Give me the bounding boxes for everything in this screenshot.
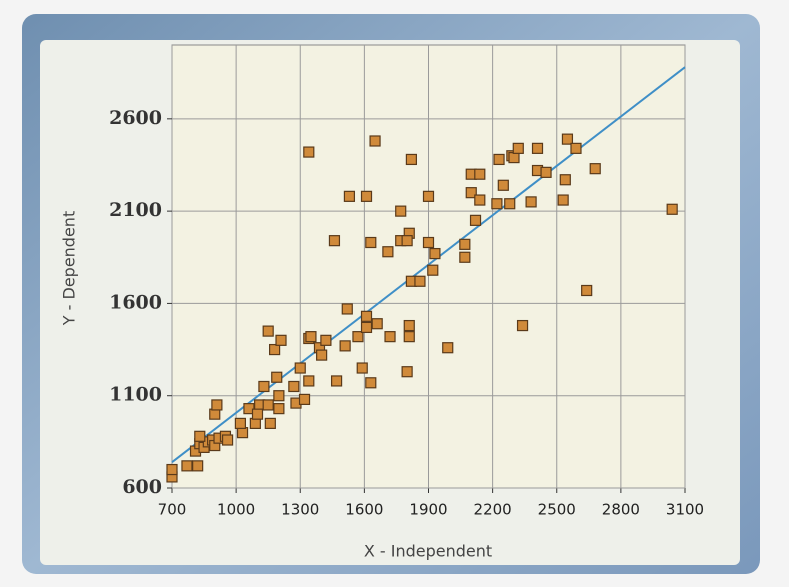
y-tick-label: 1600 <box>109 291 162 313</box>
point <box>360 190 373 202</box>
point <box>414 275 426 287</box>
point <box>194 430 206 442</box>
x-tick-label: 2800 <box>602 501 640 519</box>
point <box>427 264 439 276</box>
y-tick-label: 1100 <box>109 384 162 406</box>
point <box>666 203 678 215</box>
point <box>269 343 281 356</box>
point <box>236 427 249 439</box>
point <box>365 377 377 389</box>
y-tick-label: 2600 <box>109 107 162 129</box>
point <box>209 408 221 420</box>
point <box>422 236 435 249</box>
point <box>341 303 353 315</box>
point <box>429 247 441 260</box>
point <box>559 174 571 186</box>
point <box>403 319 415 332</box>
point <box>561 133 574 145</box>
point <box>465 187 477 199</box>
point <box>303 375 315 387</box>
point <box>273 390 285 402</box>
x-tick-label: 1300 <box>281 501 319 519</box>
point <box>356 362 368 374</box>
point <box>459 238 471 250</box>
point <box>262 399 274 411</box>
x-axis-label: X - Independent <box>364 542 492 561</box>
x-tick-label: 2500 <box>538 501 576 519</box>
point <box>360 321 373 334</box>
point <box>303 146 315 158</box>
point <box>516 319 529 332</box>
point <box>531 142 544 154</box>
point <box>557 194 569 206</box>
x-tick-label: 1000 <box>217 501 255 519</box>
x-tick-label: 3100 <box>666 501 704 519</box>
point <box>491 198 503 210</box>
point <box>275 334 287 346</box>
y-tick-label: 600 <box>122 476 162 498</box>
point <box>288 380 300 393</box>
point <box>166 463 178 476</box>
point <box>330 375 343 387</box>
point <box>474 194 486 206</box>
point <box>508 151 520 164</box>
point <box>525 196 537 208</box>
point <box>258 380 270 393</box>
point <box>234 417 246 429</box>
point <box>316 349 328 361</box>
x-tick-label: 1900 <box>409 501 447 519</box>
point <box>181 460 193 472</box>
point <box>504 198 516 210</box>
point <box>422 190 435 202</box>
point <box>294 362 306 374</box>
point <box>384 331 396 343</box>
point <box>211 399 223 411</box>
point <box>271 371 283 383</box>
point <box>249 417 261 429</box>
x-tick-label: 2200 <box>474 501 512 519</box>
point <box>371 318 383 330</box>
point <box>540 166 552 178</box>
point <box>320 334 332 346</box>
x-tick-label: 700 <box>158 501 187 519</box>
point <box>328 235 341 247</box>
point <box>512 142 524 154</box>
point <box>264 417 276 429</box>
point <box>273 403 285 415</box>
point <box>298 393 311 405</box>
point <box>401 366 413 378</box>
point <box>469 214 482 226</box>
point <box>339 340 351 352</box>
point <box>343 190 356 202</box>
point <box>403 331 415 343</box>
point <box>459 251 471 263</box>
point <box>581 284 593 297</box>
point <box>305 331 317 343</box>
point <box>352 331 364 343</box>
point <box>192 460 204 472</box>
point <box>251 408 264 420</box>
point <box>369 135 381 147</box>
point <box>395 205 407 217</box>
point <box>405 153 417 166</box>
point <box>570 142 582 154</box>
point <box>365 236 377 249</box>
point <box>401 235 413 247</box>
point <box>497 179 509 191</box>
x-tick-label: 1600 <box>345 501 383 519</box>
point <box>221 434 234 446</box>
point <box>382 246 394 258</box>
point <box>360 310 373 322</box>
y-axis-label: Y - Dependent <box>60 211 79 326</box>
point <box>442 342 454 354</box>
point <box>589 163 601 175</box>
point <box>493 153 505 166</box>
point <box>474 168 486 180</box>
y-tick-label: 2100 <box>109 199 162 221</box>
point <box>262 325 274 337</box>
